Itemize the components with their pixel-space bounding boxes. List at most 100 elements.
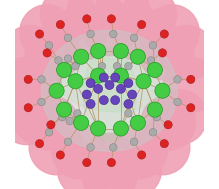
Circle shape: [64, 55, 72, 62]
Circle shape: [113, 68, 128, 83]
Circle shape: [20, 5, 74, 60]
Circle shape: [107, 143, 161, 189]
Circle shape: [91, 43, 106, 59]
Circle shape: [113, 43, 128, 59]
Circle shape: [82, 90, 91, 99]
Circle shape: [110, 144, 117, 151]
Circle shape: [139, 26, 194, 80]
Circle shape: [25, 26, 80, 80]
Circle shape: [57, 62, 72, 77]
Circle shape: [45, 42, 53, 49]
Circle shape: [107, 15, 116, 23]
Circle shape: [125, 62, 132, 70]
Circle shape: [52, 7, 107, 61]
Circle shape: [45, 129, 53, 136]
Circle shape: [94, 84, 103, 93]
Circle shape: [82, 133, 137, 188]
Circle shape: [111, 96, 120, 105]
Circle shape: [125, 110, 132, 117]
Circle shape: [113, 121, 128, 136]
Circle shape: [57, 102, 72, 117]
Ellipse shape: [58, 58, 161, 112]
Circle shape: [24, 104, 32, 112]
Circle shape: [187, 104, 195, 112]
Circle shape: [138, 20, 146, 29]
Circle shape: [43, 49, 51, 57]
Circle shape: [99, 96, 108, 105]
Circle shape: [87, 30, 94, 38]
Circle shape: [98, 49, 106, 57]
Ellipse shape: [41, 30, 178, 151]
Circle shape: [38, 98, 45, 106]
Circle shape: [38, 76, 45, 83]
Circle shape: [35, 139, 44, 148]
Circle shape: [74, 110, 81, 117]
Circle shape: [83, 158, 91, 167]
Circle shape: [74, 49, 89, 64]
Circle shape: [130, 115, 145, 130]
Circle shape: [130, 34, 138, 42]
Circle shape: [110, 30, 117, 38]
Circle shape: [135, 120, 190, 175]
Circle shape: [67, 0, 122, 39]
Circle shape: [138, 151, 146, 159]
Circle shape: [124, 79, 133, 88]
Circle shape: [132, 117, 140, 125]
Circle shape: [158, 49, 167, 57]
Circle shape: [164, 121, 172, 129]
Circle shape: [113, 62, 121, 70]
Circle shape: [174, 76, 181, 83]
Circle shape: [83, 15, 91, 23]
Circle shape: [86, 79, 95, 88]
Circle shape: [145, 5, 199, 60]
Circle shape: [107, 158, 116, 167]
Circle shape: [160, 30, 168, 38]
Circle shape: [152, 90, 207, 145]
Circle shape: [130, 49, 145, 64]
Circle shape: [66, 117, 74, 125]
Circle shape: [160, 26, 214, 80]
Circle shape: [58, 113, 66, 121]
Circle shape: [155, 83, 170, 98]
Circle shape: [116, 84, 125, 93]
Circle shape: [7, 58, 61, 112]
Circle shape: [56, 151, 65, 159]
Circle shape: [52, 124, 107, 179]
Circle shape: [68, 74, 83, 89]
Circle shape: [0, 58, 52, 112]
Circle shape: [35, 30, 44, 38]
Circle shape: [3, 26, 58, 80]
Circle shape: [72, 62, 79, 70]
Circle shape: [64, 34, 72, 42]
Circle shape: [91, 68, 106, 83]
Circle shape: [23, 95, 78, 150]
Circle shape: [111, 73, 120, 82]
Circle shape: [147, 62, 162, 77]
Circle shape: [91, 121, 106, 136]
Circle shape: [132, 55, 140, 62]
Circle shape: [128, 90, 137, 99]
Circle shape: [55, 57, 62, 64]
Circle shape: [86, 99, 95, 108]
Circle shape: [147, 102, 162, 117]
Circle shape: [98, 62, 106, 70]
Circle shape: [56, 20, 65, 29]
Circle shape: [24, 75, 32, 84]
Circle shape: [87, 144, 94, 151]
Circle shape: [64, 138, 72, 146]
Circle shape: [112, 124, 167, 179]
Circle shape: [141, 95, 196, 150]
Circle shape: [95, 0, 150, 39]
Circle shape: [187, 75, 195, 84]
Circle shape: [124, 99, 133, 108]
Circle shape: [82, 148, 137, 189]
Circle shape: [160, 139, 168, 148]
Circle shape: [136, 74, 151, 89]
Circle shape: [82, 1, 137, 56]
Circle shape: [41, 0, 95, 43]
Circle shape: [113, 49, 121, 57]
Circle shape: [153, 113, 161, 121]
Circle shape: [149, 129, 157, 136]
Circle shape: [74, 115, 89, 130]
Circle shape: [112, 7, 167, 61]
